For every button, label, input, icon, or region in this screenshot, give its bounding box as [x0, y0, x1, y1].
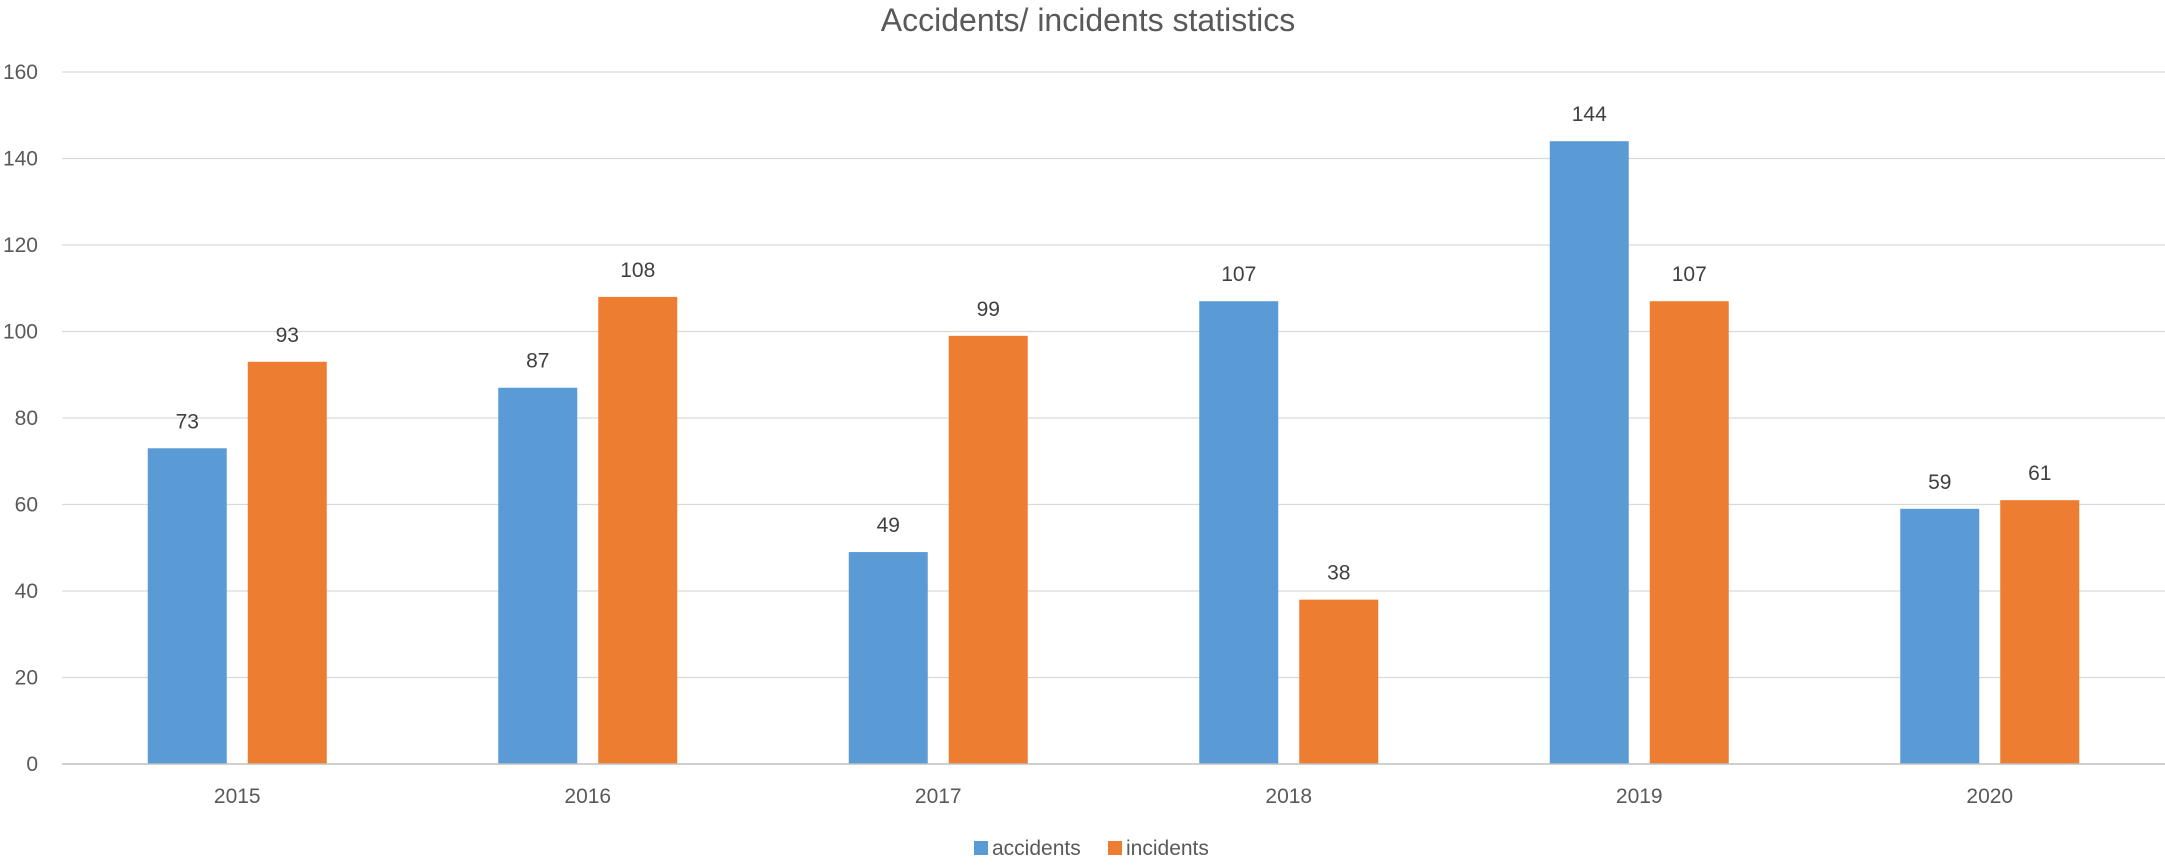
data-labels: 73 93 87 108 49 99 107 38 144 107 59 61 [176, 103, 2052, 584]
legend-label-accidents: accidents [992, 837, 1081, 860]
data-label-incidents-2015: 93 [276, 324, 299, 347]
legend-swatch-accidents [974, 841, 988, 855]
data-label-incidents-2017: 99 [977, 298, 1000, 321]
x-tick-label: 2020 [1966, 785, 2013, 808]
bar-accidents-2018 [1199, 301, 1279, 764]
y-tick-label: 80 [15, 407, 38, 430]
gridlines [62, 71, 2165, 679]
y-axis-tick-labels: 0 20 40 60 80 100 120 140 160 [3, 61, 38, 776]
bar-incidents-2019 [1649, 301, 1729, 764]
x-tick-label: 2018 [1265, 785, 1312, 808]
data-label-incidents-2019: 107 [1672, 263, 1707, 286]
y-tick-label: 160 [3, 61, 38, 84]
bar-incidents-2017 [948, 335, 1028, 764]
data-label-incidents-2016: 108 [620, 259, 655, 282]
chart-title: Accidents/ incidents statistics [881, 2, 1295, 38]
data-label-accidents-2020: 59 [1928, 471, 1951, 494]
legend-swatch-incidents [1108, 841, 1122, 855]
x-axis-tick-labels: 2015 2016 2017 2018 2019 2020 [214, 785, 2013, 808]
legend-label-incidents: incidents [1126, 837, 1209, 860]
y-tick-label: 20 [15, 667, 38, 690]
data-label-accidents-2018: 107 [1221, 263, 1256, 286]
bar-accidents-2016 [498, 387, 578, 764]
data-label-incidents-2020: 61 [2028, 462, 2051, 485]
data-label-incidents-2018: 38 [1327, 562, 1350, 585]
y-tick-label: 100 [3, 321, 38, 344]
y-tick-label: 0 [26, 753, 38, 776]
x-tick-label: 2015 [214, 785, 261, 808]
y-tick-label: 40 [15, 580, 38, 603]
data-label-accidents-2017: 49 [877, 514, 900, 537]
bar-accidents-2017 [848, 552, 928, 764]
bar-accidents-2020 [1900, 508, 1980, 764]
bar-incidents-2018 [1299, 599, 1379, 764]
bar-incidents-2015 [247, 361, 327, 764]
legend: accidents incidents [974, 837, 1209, 860]
x-tick-label: 2019 [1616, 785, 1663, 808]
x-tick-label: 2016 [564, 785, 611, 808]
bar-incidents-2020 [2000, 500, 2080, 764]
bar-series [147, 141, 2080, 764]
data-label-accidents-2015: 73 [176, 410, 199, 433]
data-label-accidents-2019: 144 [1572, 103, 1607, 126]
bar-accidents-2015 [147, 448, 227, 764]
x-tick-label: 2017 [915, 785, 962, 808]
y-tick-label: 140 [3, 148, 38, 171]
bar-incidents-2016 [598, 296, 678, 764]
y-tick-label: 120 [3, 234, 38, 257]
data-label-accidents-2016: 87 [526, 350, 549, 373]
bar-accidents-2019 [1549, 141, 1629, 764]
y-tick-label: 60 [15, 494, 38, 517]
